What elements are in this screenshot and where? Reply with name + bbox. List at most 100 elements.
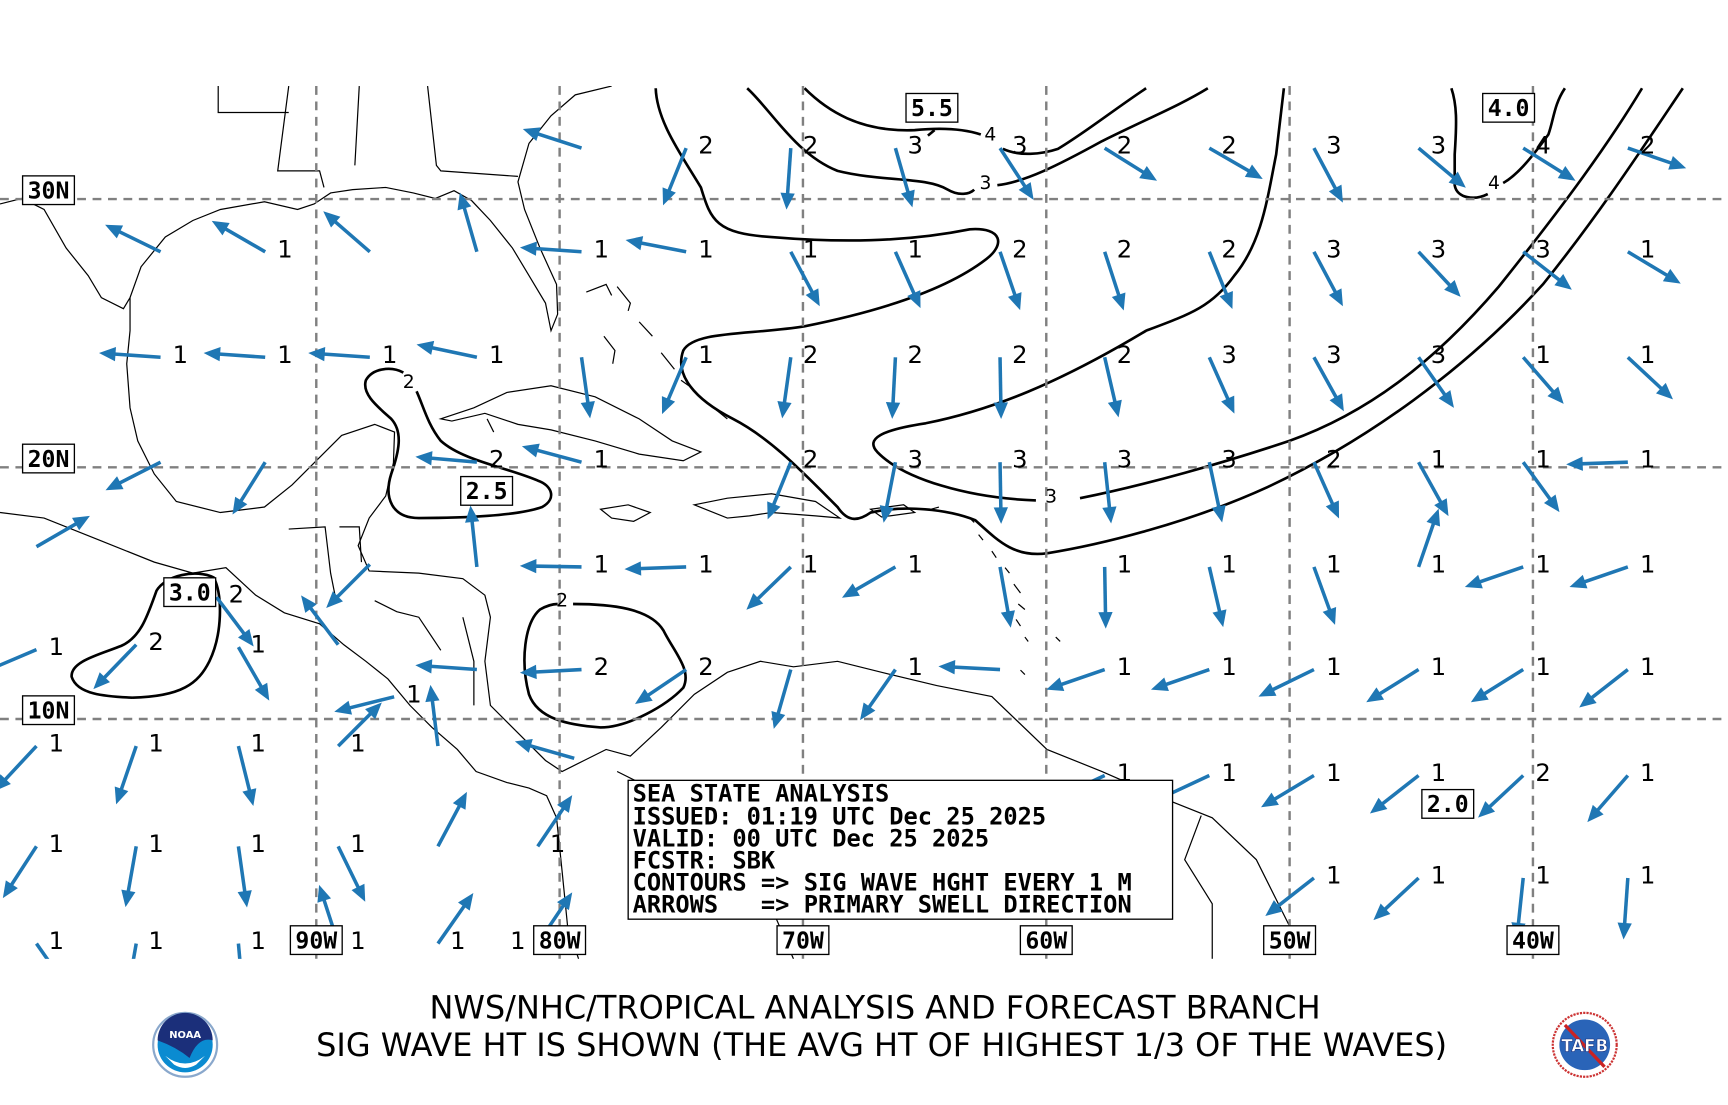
swell-arrow [1098,566,1113,629]
arrow-head-icon [1221,395,1235,414]
arrow-head-icon [1211,504,1226,523]
arrow-shaft [530,246,582,254]
swell-arrow [211,220,267,254]
arrow-shaft [1207,461,1222,513]
arrow-shaft [665,147,688,196]
noaa-logo-text: NOAA [169,1030,201,1041]
arrow-shaft [236,646,266,692]
arrow-shaft [1627,146,1677,167]
swell-arrow [1207,566,1227,628]
swell-arrow [1208,146,1263,179]
wave-height-label: 1 [350,729,365,758]
arrow-shaft [1312,461,1337,510]
swell-arrow [662,147,688,206]
wave-height-label: 2 [148,627,163,656]
wave-height-label: 1 [1326,758,1341,787]
arrow-head-icon [452,791,467,810]
arrow-shaft [336,708,376,748]
arrow-shaft [753,565,793,604]
arrow-head-icon [1438,390,1454,408]
arrow-head-icon [232,496,248,515]
wave-height-label: 1 [550,829,565,858]
max-height-label-frame [1482,92,1536,123]
swell-arrow [1369,774,1420,814]
swell-arrow [1207,356,1235,414]
arrow-head-icon [93,672,110,690]
arrow-shaft [1417,146,1459,183]
swell-arrow [236,846,252,908]
wave-height-label: 3 [1431,340,1446,369]
wave-height-label: 1 [1640,652,1655,681]
swell-arrow [0,648,38,668]
arrow-head-icon [317,884,332,903]
arrow-head-icon [557,892,573,911]
wave-height-label: 2 [489,445,504,474]
longitude-label: 40W [1506,925,1560,956]
swell-arrow [1522,146,1576,181]
wave-height-label: 3 [1012,131,1027,160]
wave-height-label: 2 [803,340,818,369]
arrow-head-icon [457,192,472,211]
swell-arrow [514,739,575,761]
swell-arrow [1417,461,1449,517]
swell-arrow [457,192,479,253]
wave-height-label: 1 [1640,758,1655,787]
wave-height-label: 1 [173,340,188,369]
arrow-shaft [35,519,82,549]
arrow-head-icon [1098,611,1113,629]
longitude-label-frame [1263,925,1317,956]
arrow-head-icon [938,660,956,675]
wave-height-label: 1 [1117,549,1132,578]
swell-arrow [1312,147,1343,203]
wave-height-label: 1 [406,679,421,708]
arrow-head-icon [1366,687,1385,703]
wave-height-label: 1 [1640,340,1655,369]
swell-arrow [35,515,90,549]
arrow-head-icon [780,192,795,210]
arrow-shaft [1102,566,1108,618]
wave-height-label: 1 [49,632,64,661]
swell-arrow [131,943,138,959]
arrow-head-icon [557,795,573,813]
swell-arrow [1521,356,1564,404]
wave-height-label: 2 [594,652,609,681]
longitude-label-text: 60W [1025,928,1067,954]
wave-height-label: 1 [148,926,163,955]
swell-arrow [1258,667,1315,697]
arrow-shaft [1417,356,1450,400]
swell-arrow [301,595,340,646]
swell-arrow [767,461,793,520]
arrow-shaft [1622,877,1630,929]
swell-arrow [998,566,1015,628]
contour-3-pacific [70,572,222,699]
wave-height-label: 1 [1535,652,1550,681]
arrow-head-icon [334,700,353,715]
wave-height-label: 1 [908,652,923,681]
wave-height-label: 1 [1326,860,1341,889]
arrow-head-icon [457,893,474,911]
arrow-head-icon [1434,498,1449,517]
arrow-head-icon [1219,290,1233,310]
swell-arrow [1265,876,1316,916]
wave-height-label: 1 [49,926,64,955]
arrow-shaft [785,147,793,199]
arrow-head-icon [1212,609,1227,628]
swell-arrow [521,443,582,464]
latitude-label-text: 10N [28,698,70,724]
wave-height-label: 1 [251,630,266,659]
swell-arrow [1150,667,1210,692]
arrow-head-icon [624,561,642,576]
arrow-head-icon [1547,386,1564,404]
arrow-shaft [1417,250,1455,291]
arrow-head-icon [308,346,326,362]
swell-arrow [993,462,1008,524]
swell-arrow [1587,774,1630,823]
swell-arrow [0,744,38,789]
swell-arrow [98,346,161,362]
latitude-label-frame [21,695,76,726]
arrow-shaft [236,461,267,507]
longitude-label: 80W [533,925,587,956]
arrow-shaft [1484,774,1525,812]
swell-arrow [1417,250,1461,297]
wave-height-label: 2 [1117,340,1132,369]
